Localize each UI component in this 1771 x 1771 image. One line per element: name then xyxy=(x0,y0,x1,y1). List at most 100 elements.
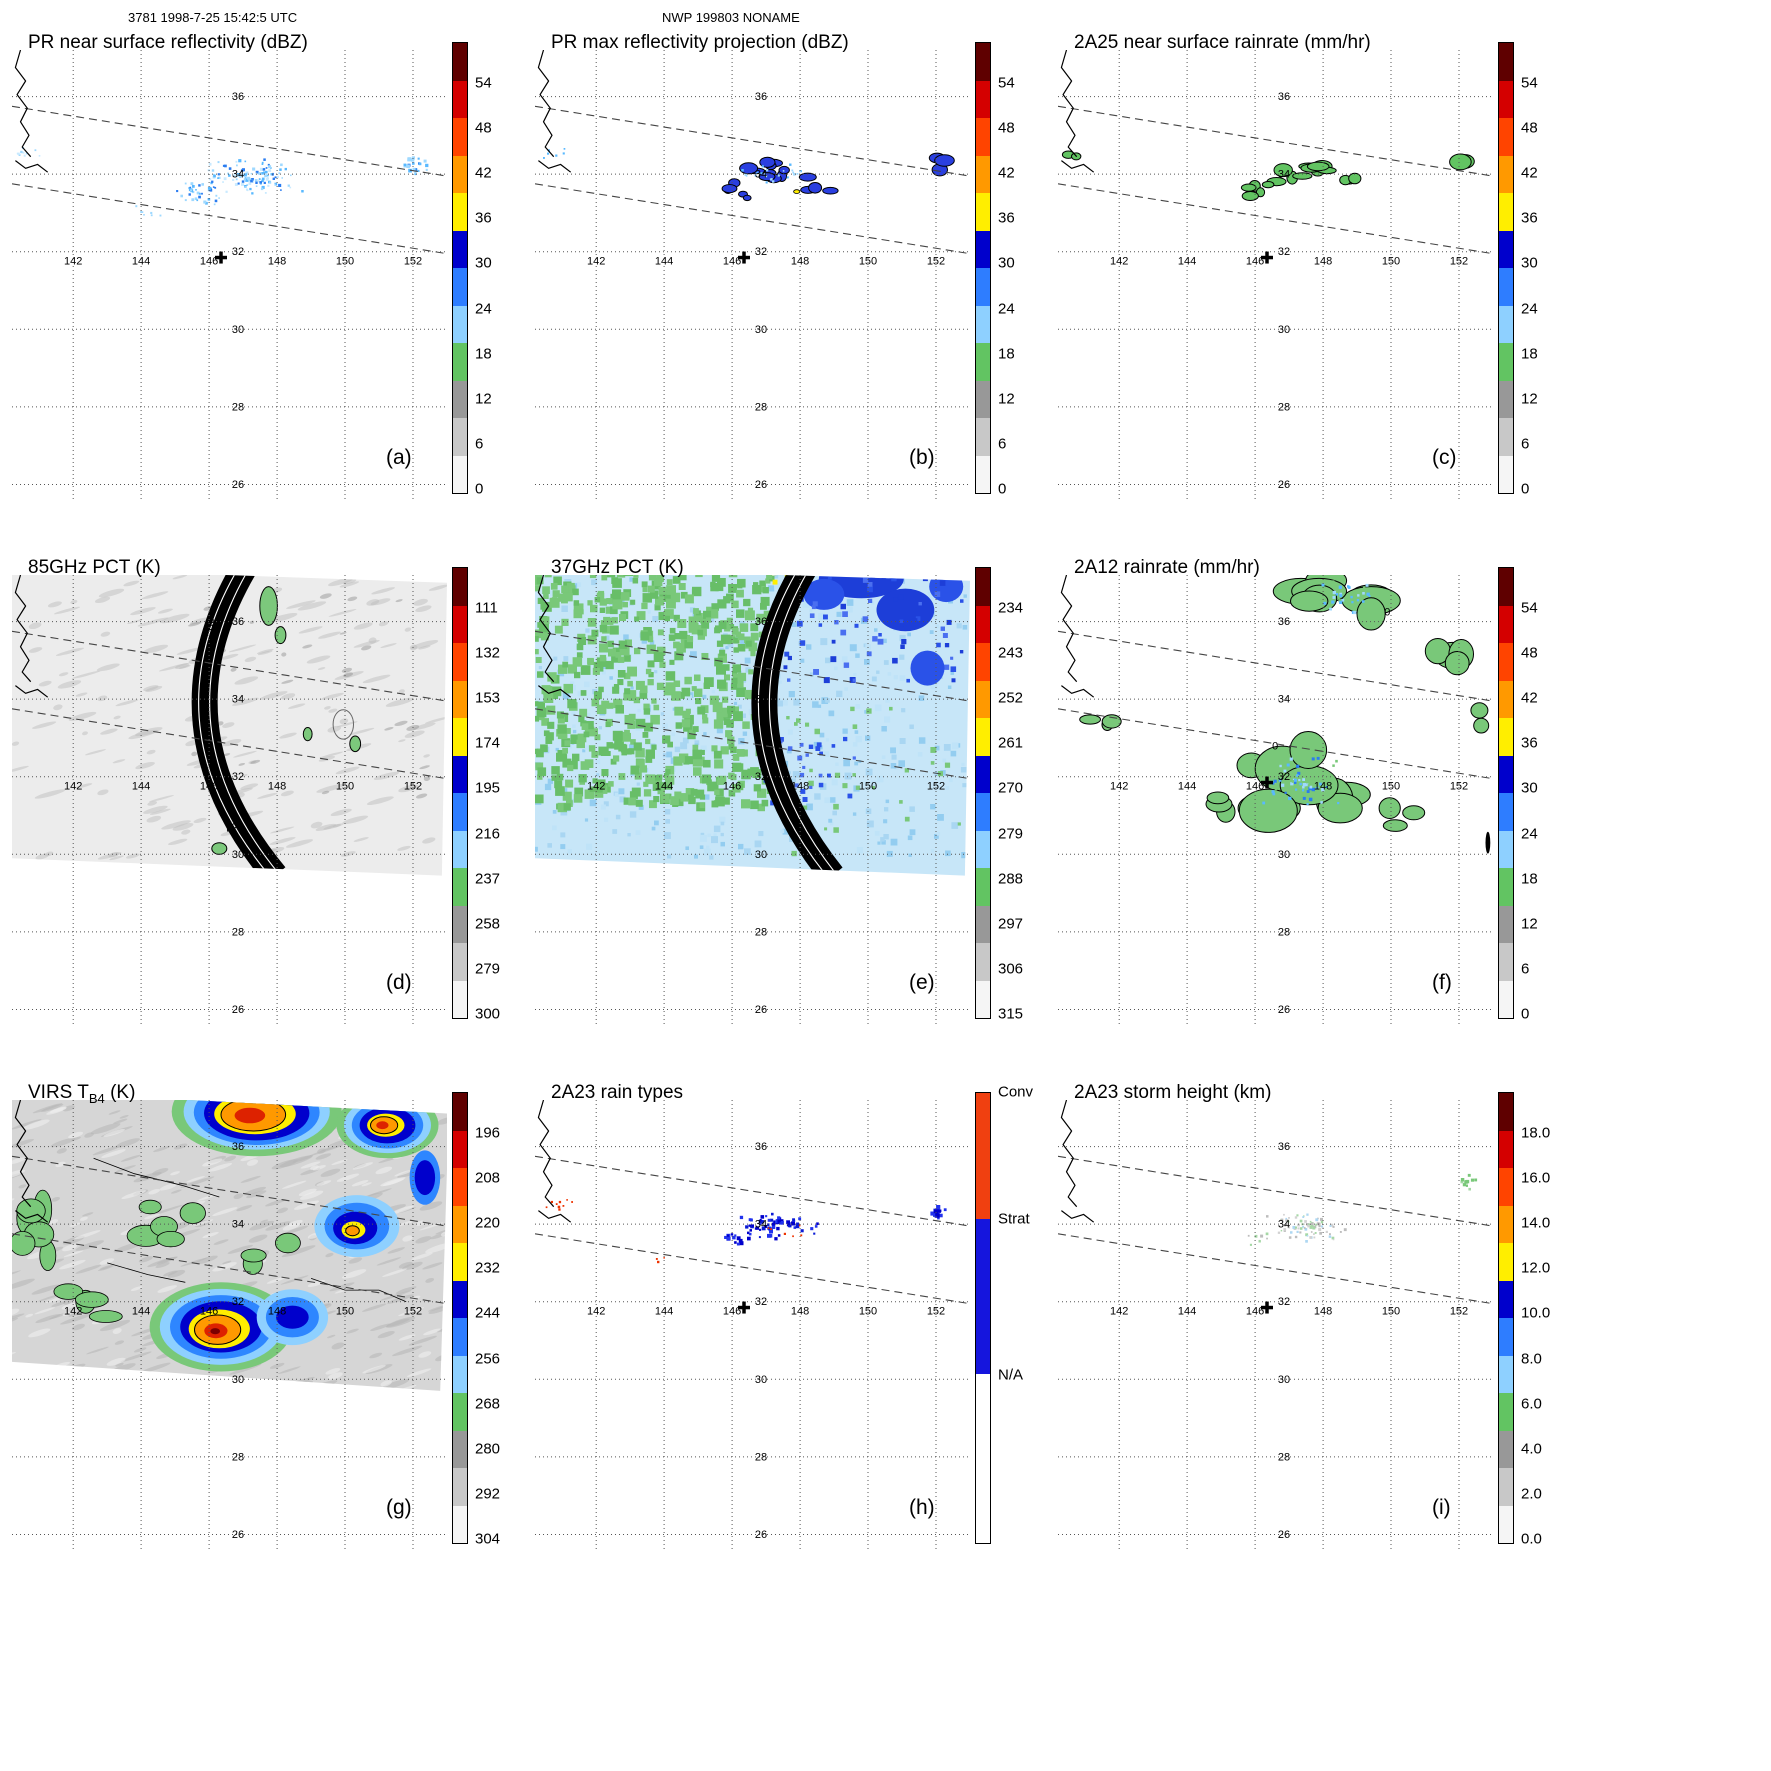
colorbar-tick-label: 30 xyxy=(998,254,1015,272)
colorbar-segment xyxy=(976,755,990,793)
lat-tick-label: 36 xyxy=(232,1141,244,1153)
pr-swath-edges xyxy=(535,630,970,780)
colorbar-segment xyxy=(1499,1243,1513,1281)
colorbar-segment xyxy=(453,1093,467,1131)
contour-label: 0 xyxy=(1272,741,1278,753)
panel-letter: (g) xyxy=(386,1496,412,1519)
colorbar-tick-label: 12 xyxy=(1521,915,1538,933)
colorbar-segment xyxy=(976,455,990,493)
colorbar-segment xyxy=(1499,980,1513,1018)
colorbar-segment xyxy=(976,980,990,1018)
lat-tick-label: 26 xyxy=(1278,479,1290,491)
lon-tick-label: 144 xyxy=(655,1306,673,1318)
colorbar-bar xyxy=(975,1092,991,1544)
latlon-grid xyxy=(535,50,970,500)
colorbar-d: 111 132 153 174 195 216 237 258 279 300 xyxy=(452,567,530,1023)
colorbar-tick-label: 4.0 xyxy=(1521,1440,1542,1458)
colorbar-segment xyxy=(453,868,467,906)
colorbar-segment xyxy=(453,980,467,1018)
colorbar-segment xyxy=(1499,193,1513,231)
lat-tick-label: 26 xyxy=(232,479,244,491)
lat-tick-label: 30 xyxy=(232,1374,244,1386)
colorbar-segment xyxy=(1499,380,1513,418)
pr-swath-edges xyxy=(1058,105,1493,255)
lat-tick-label: 36 xyxy=(755,616,767,628)
colorbar-tick-label: 261 xyxy=(998,734,1024,752)
colorbar-segment xyxy=(453,1430,467,1468)
lon-tick-label: 142 xyxy=(64,1306,82,1318)
lon-tick-label: 150 xyxy=(1382,781,1400,793)
colorbar-segment xyxy=(976,1219,990,1375)
colorbar-tick-label: 0 xyxy=(998,480,1007,498)
colorbar-tick-label: 292 xyxy=(475,1485,501,1503)
colorbar-segment xyxy=(1499,718,1513,756)
colorbar-segment xyxy=(976,193,990,231)
lon-tick-label: 152 xyxy=(927,256,945,268)
panel-title: 2A25 near surface rainrate (mm/hr) xyxy=(1074,32,1371,53)
lon-tick-label: 152 xyxy=(927,1306,945,1318)
colorbar-tick-label: 268 xyxy=(475,1395,501,1413)
colorbar-tick-label: 111 xyxy=(475,599,498,617)
data-field xyxy=(1247,1173,1478,1246)
lon-tick-label: 146 xyxy=(723,1306,741,1318)
colorbar-tick-label: 132 xyxy=(475,644,501,662)
colorbar-segment xyxy=(1499,830,1513,868)
lat-tick-label: 26 xyxy=(232,1529,244,1541)
lon-tick-label: 152 xyxy=(404,781,422,793)
panel-title-post: (K) xyxy=(104,1082,136,1103)
colorbar-tick-label: 300 xyxy=(475,1005,501,1023)
lat-tick-label: 32 xyxy=(1278,246,1290,258)
colorbar-segment xyxy=(1499,793,1513,831)
map-b: 36 34 32 30 28 26 142 144 146 148 150 152 xyxy=(535,50,970,500)
colorbar-tick-label: 270 xyxy=(998,779,1024,797)
colorbar-segment xyxy=(1499,680,1513,718)
colorbar-tick-label: 243 xyxy=(998,644,1024,662)
colorbar-segment xyxy=(976,1374,990,1543)
colorbar-tick-label: 8.0 xyxy=(1521,1350,1542,1368)
lon-tick-label: 150 xyxy=(859,781,877,793)
lat-tick-label: 26 xyxy=(1278,1004,1290,1016)
colorbar-a: 54 48 42 36 30 24 18 12 6 0 xyxy=(452,42,530,498)
colorbar-tick-label: 304 xyxy=(475,1530,501,1548)
colorbar-tick-label: 36 xyxy=(998,209,1015,227)
lon-tick-label: 144 xyxy=(1178,256,1196,268)
colorbar-segment xyxy=(1499,1168,1513,1206)
lat-tick-label: 30 xyxy=(755,849,767,861)
storm-name-header: NWP 199803 NONAME xyxy=(662,10,800,25)
latlon-grid xyxy=(12,1100,447,1550)
colorbar-tick-label: 24 xyxy=(998,300,1015,318)
panel-a: PR near surface reflectivity (dBZ) 36 34 3… xyxy=(8,20,531,547)
lat-tick-label: 36 xyxy=(755,91,767,103)
coastline xyxy=(1060,50,1095,173)
colorbar-tick-label: 258 xyxy=(475,915,501,933)
coastline xyxy=(537,50,572,173)
colorbar-tick-label: 237 xyxy=(475,870,501,888)
colorbar-segment xyxy=(453,380,467,418)
colorbar-tick-label: 0 xyxy=(475,480,484,498)
colorbar-segment xyxy=(453,268,467,306)
colorbar-tick-label: 6 xyxy=(1521,960,1530,978)
colorbar-segment xyxy=(1499,230,1513,268)
grid-labels: 36 34 32 30 28 26 142 144 146 148 150 152 xyxy=(64,1141,422,1541)
grid-labels: 36 34 32 30 28 26 142 144 146 148 150 152 xyxy=(1110,91,1468,491)
colorbar-segment xyxy=(1499,80,1513,118)
coastline xyxy=(14,575,49,698)
colorbar-segment xyxy=(976,305,990,343)
lon-tick-label: 150 xyxy=(859,1306,877,1318)
colorbar-tick-label: 54 xyxy=(1521,599,1538,617)
lon-tick-label: 146 xyxy=(1246,781,1264,793)
lon-tick-label: 144 xyxy=(132,1306,150,1318)
colorbar-segment xyxy=(1499,43,1513,81)
grid-labels: 36 34 32 30 28 26 142 144 146 148 150 152 xyxy=(587,616,945,1016)
lon-tick-label: 148 xyxy=(1314,1306,1332,1318)
lat-tick-label: 26 xyxy=(755,479,767,491)
lon-tick-label: 152 xyxy=(404,256,422,268)
colorbar-segment xyxy=(1499,943,1513,981)
lon-tick-label: 150 xyxy=(1382,1306,1400,1318)
colorbar-segment xyxy=(976,1093,990,1219)
grid-labels: 36 34 32 30 28 26 142 144 146 148 150 152 xyxy=(587,1141,945,1541)
panel-title: 2A23 storm height (km) xyxy=(1074,1082,1272,1103)
colorbar-tick-label: 36 xyxy=(1521,209,1538,227)
lat-tick-label: 32 xyxy=(232,1296,244,1308)
lon-tick-label: 152 xyxy=(927,781,945,793)
